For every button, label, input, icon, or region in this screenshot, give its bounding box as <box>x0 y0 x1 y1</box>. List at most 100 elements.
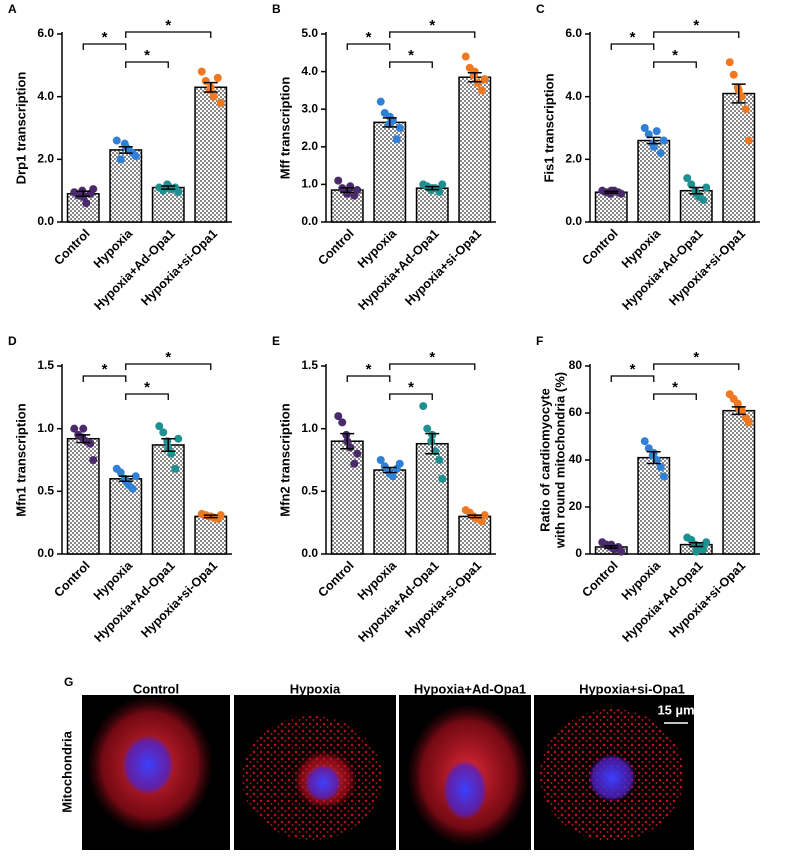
error-bar <box>689 541 704 548</box>
x-tick-label: Control <box>315 559 356 600</box>
bar <box>194 86 228 223</box>
y-tick-label: 80 <box>569 358 583 372</box>
error-bar <box>425 432 440 455</box>
y-axis-label: Drp1 transcription <box>13 72 28 185</box>
data-point <box>617 547 626 556</box>
data-point <box>744 418 753 427</box>
data-point <box>334 412 343 421</box>
x-tick-label: Hypoxia+si-Opa1 <box>138 227 220 309</box>
x-tick-label: Control <box>579 227 620 268</box>
significance-label: * <box>408 379 414 396</box>
data-point <box>692 547 701 556</box>
error-bar <box>425 185 440 191</box>
y-tick-label: 0.5 <box>301 484 318 498</box>
error-bar <box>731 406 746 416</box>
data-point <box>216 511 225 520</box>
data-point <box>659 136 668 145</box>
error-bar <box>604 190 619 194</box>
data-point <box>376 456 385 464</box>
data-point <box>197 67 206 76</box>
significance-bracket <box>653 363 740 370</box>
y-tick-label: 0.5 <box>37 484 54 498</box>
significance-label: * <box>630 361 636 378</box>
panel-label: A <box>8 2 17 16</box>
data-point <box>174 188 183 197</box>
data-point <box>201 77 210 85</box>
column-title: Hypoxia+Ad-Opa1 <box>414 681 526 696</box>
data-point <box>480 75 489 84</box>
error-bar <box>382 117 397 128</box>
y-tick-label: 0.0 <box>37 214 54 228</box>
image-nucleus <box>443 760 487 820</box>
data-point <box>131 472 140 481</box>
data-point <box>438 474 447 483</box>
data-point <box>350 459 359 468</box>
data-point <box>89 185 98 194</box>
y-tick-label: 5.0 <box>301 26 318 40</box>
significance-bracket <box>653 31 740 38</box>
data-point <box>477 86 486 95</box>
row-label: Mitochondria <box>59 730 74 812</box>
bar <box>109 149 143 223</box>
panel-label: E <box>272 334 280 348</box>
y-tick-label: 0.0 <box>301 546 318 560</box>
significance-label: * <box>102 361 108 378</box>
bar <box>109 478 143 555</box>
error-bar <box>76 434 91 444</box>
data-point <box>649 142 658 151</box>
data-point <box>652 456 661 464</box>
y-tick-label: 2.0 <box>37 152 54 166</box>
error-bar <box>203 81 218 93</box>
error-bar <box>467 71 482 83</box>
scale-bar-label: 15 µm <box>657 702 694 717</box>
bar <box>373 469 407 555</box>
significance-bracket <box>389 363 476 370</box>
y-tick-label: 1.5 <box>37 358 54 372</box>
y-axis-label: Mfn2 transcription <box>277 403 292 516</box>
y-tick-label: 0.0 <box>37 546 54 560</box>
data-point <box>435 456 444 464</box>
data-point <box>385 112 394 121</box>
significance-label: * <box>693 17 699 34</box>
x-tick-label: Hypoxia+si-Opa1 <box>666 227 748 309</box>
significance-bracket <box>653 61 697 68</box>
y-tick-label: 60 <box>569 405 583 419</box>
x-tick-label: Hypoxia+si-Opa1 <box>402 559 484 641</box>
significance-label: * <box>366 29 372 46</box>
bar <box>373 121 407 223</box>
x-tick-label: Control <box>579 559 620 600</box>
x-tick-label: Control <box>51 559 92 600</box>
data-point <box>477 517 486 526</box>
y-tick-label: 4.0 <box>565 89 582 103</box>
significance-bracket <box>610 43 655 50</box>
data-point <box>644 130 653 139</box>
y-tick-label: 1.0 <box>301 421 318 435</box>
data-point <box>89 456 98 464</box>
y-axis-label: Fis1 transcription <box>541 73 556 182</box>
error-bar <box>604 545 619 549</box>
x-tick-label: Hypoxia+Ad-Opa1 <box>619 227 705 313</box>
error-bar <box>118 475 133 483</box>
significance-label: * <box>144 379 150 396</box>
significance-bracket <box>125 393 169 400</box>
bar <box>415 442 449 555</box>
significance-bracket <box>125 31 212 38</box>
data-point <box>725 58 734 67</box>
data-point <box>216 98 225 107</box>
y-tick-label: 0 <box>575 546 582 560</box>
y-axis-label: Ratio of cardiomyocyte <box>537 388 552 532</box>
panel-label: B <box>272 2 281 16</box>
data-point <box>392 135 401 144</box>
data-point <box>419 402 428 411</box>
data-point <box>683 174 692 183</box>
image-nucleus <box>588 754 636 802</box>
significance-label: * <box>429 17 435 34</box>
significance-bracket <box>125 61 169 68</box>
y-tick-label: 20 <box>569 499 583 513</box>
x-tick-label: Control <box>315 227 356 268</box>
significance-bracket <box>389 31 476 38</box>
significance-bracket <box>389 61 433 68</box>
data-point <box>116 155 125 164</box>
error-bar <box>689 186 704 195</box>
image-nucleus <box>122 735 174 795</box>
